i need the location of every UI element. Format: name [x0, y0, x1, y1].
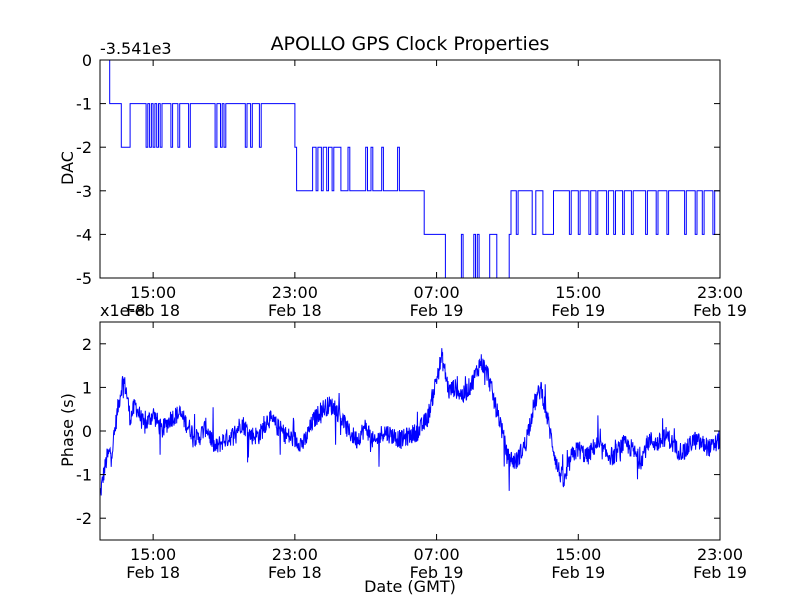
x-tick-label-date: Feb 19 — [693, 563, 747, 582]
y-tick-label: -2 — [76, 509, 92, 528]
y-tick-label: -2 — [76, 138, 92, 157]
x-tick-label-date: Feb 19 — [410, 301, 464, 320]
x-tick-label-time: 15:00 — [130, 545, 176, 564]
y-tick-label: 0 — [82, 422, 92, 441]
x-tick-label-date: Feb 18 — [126, 563, 180, 582]
x-tick-label-date: Feb 19 — [410, 563, 464, 582]
y-tick-label: 2 — [82, 335, 92, 354]
x-tick-label-time: 15:00 — [130, 283, 176, 302]
y-tick-label: 0 — [82, 51, 92, 70]
y-tick-label: 1 — [82, 378, 92, 397]
x-tick-label-date: Feb 18 — [268, 301, 322, 320]
phase-x-axis-label: Date (GMT) — [364, 577, 456, 596]
y-tick-label: -5 — [76, 269, 92, 288]
x-tick-label-time: 23:00 — [272, 283, 318, 302]
x-tick-label-date: Feb 19 — [551, 301, 605, 320]
x-tick-label-time: 23:00 — [697, 283, 743, 302]
x-tick-label-date: Feb 18 — [126, 301, 180, 320]
x-tick-label-time: 07:00 — [414, 283, 460, 302]
chart-title: APOLLO GPS Clock Properties — [271, 33, 550, 55]
series-line-1-0 — [99, 348, 721, 496]
y-tick-label: -3 — [76, 182, 92, 201]
y-tick-label: -1 — [76, 466, 92, 485]
x-tick-label-time: 23:00 — [272, 545, 318, 564]
x-tick-label-time: 07:00 — [414, 545, 460, 564]
phase-offset-label: x1e-8 — [100, 301, 145, 320]
x-tick-label-date: Feb 19 — [551, 563, 605, 582]
x-tick-label-time: 15:00 — [555, 545, 601, 564]
dac-y-axis-label: DAC — [58, 151, 77, 185]
dac-offset-label: -3.541e3 — [100, 39, 172, 58]
series-line-0-0 — [100, 59, 721, 279]
x-tick-label-time: 15:00 — [555, 283, 601, 302]
x-tick-label-time: 23:00 — [697, 545, 743, 564]
y-tick-label: -1 — [76, 95, 92, 114]
axes-frame — [99, 59, 721, 279]
phase-y-axis-label: Phase (s) — [58, 393, 77, 467]
dac-series-group — [100, 59, 721, 279]
y-tick-label: -4 — [76, 225, 92, 244]
x-tick-label-date: Feb 19 — [693, 301, 747, 320]
x-tick-label-date: Feb 18 — [268, 563, 322, 582]
phase-series-group — [99, 348, 721, 496]
